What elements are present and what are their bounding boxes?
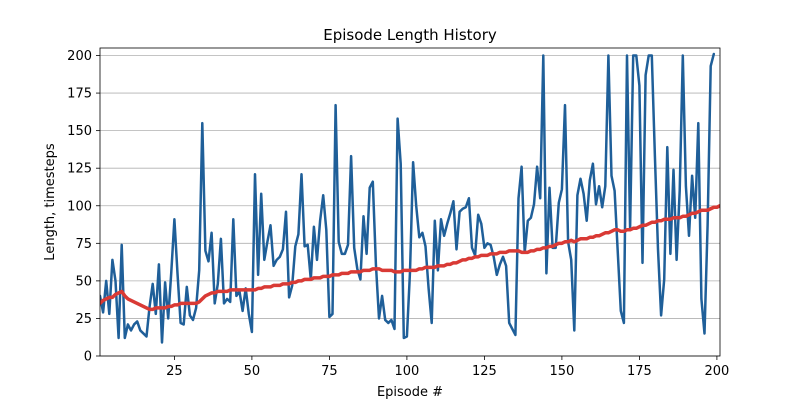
y-tick-label: 200 (67, 49, 92, 64)
y-tick-label: 0 (84, 350, 92, 365)
axis-ticks: 0 25 50 75 100 125 150 175 200 25 50 75 100 125 150 175… (67, 49, 729, 379)
x-tick-label: 75 (321, 364, 338, 379)
x-tick-label: 100 (394, 364, 419, 379)
y-tick-label: 75 (75, 237, 92, 252)
y-tick-label: 175 (67, 87, 92, 102)
moving-average-line (100, 204, 720, 312)
y-tick-label: 50 (75, 274, 92, 289)
x-tick-label: 125 (472, 364, 497, 379)
series-lines (100, 52, 720, 344)
y-tick-label: 125 (67, 162, 92, 177)
x-axis-label: Episode # (377, 385, 443, 400)
x-tick-label: 50 (244, 364, 261, 379)
y-axis-label: Length, timesteps (43, 143, 58, 261)
x-tick-label: 200 (704, 364, 729, 379)
y-tick-label: 150 (67, 124, 92, 139)
y-tick-label: 25 (75, 312, 92, 327)
x-tick-label: 150 (549, 364, 574, 379)
y-tick-label: 100 (67, 199, 92, 214)
x-tick-label: 25 (166, 364, 183, 379)
plot-frame (99, 47, 721, 357)
x-tick-label: 175 (627, 364, 652, 379)
chart-title: Episode Length History (323, 26, 497, 44)
episode-length-line (100, 52, 716, 344)
